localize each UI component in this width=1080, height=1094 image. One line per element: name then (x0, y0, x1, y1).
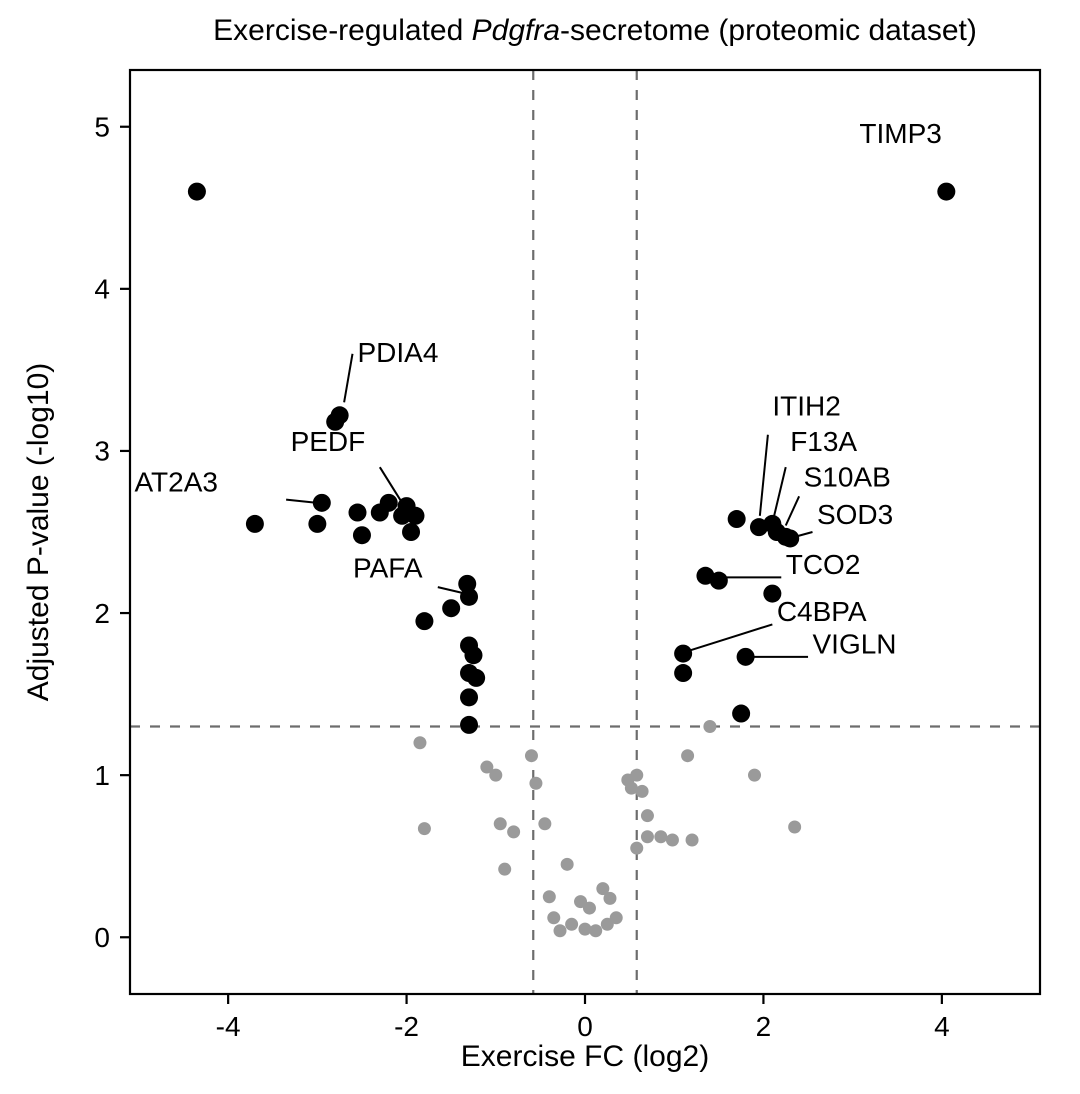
nonsig-point (565, 918, 578, 931)
nonsig-point (666, 834, 679, 847)
sig-point (460, 688, 478, 706)
sig-point (460, 588, 478, 606)
sig-point (728, 510, 746, 528)
nonsig-point (748, 769, 761, 782)
y-axis-title: Adjusted P-value (-log10) (22, 363, 55, 702)
sig-point (380, 494, 398, 512)
nonsig-point (630, 842, 643, 855)
nonsig-point (413, 736, 426, 749)
nonsig-point (489, 769, 502, 782)
sig-point (188, 183, 206, 201)
nonsig-point (703, 720, 716, 733)
nonsig-point (636, 785, 649, 798)
sig-point (674, 645, 692, 663)
nonsig-point (641, 809, 654, 822)
x-tick-label: -2 (394, 1011, 419, 1042)
plot-background (0, 0, 1080, 1094)
nonsig-point (686, 834, 699, 847)
y-tick-label: 5 (94, 112, 110, 143)
y-tick-label: 0 (94, 922, 110, 953)
nonsig-point (589, 924, 602, 937)
sig-point (402, 523, 420, 541)
x-tick-label: 0 (577, 1011, 593, 1042)
nonsig-point (681, 749, 694, 762)
point-label: AT2A3 (134, 466, 218, 497)
nonsig-point (554, 924, 567, 937)
sig-point (467, 669, 485, 687)
nonsig-point (561, 858, 574, 871)
nonsig-point (529, 777, 542, 790)
sig-point (464, 646, 482, 664)
point-label: F13A (790, 426, 857, 457)
nonsig-point (494, 817, 507, 830)
point-label: PEDF (291, 426, 366, 457)
nonsig-point (610, 911, 623, 924)
nonsig-point (630, 769, 643, 782)
nonsig-point (583, 902, 596, 915)
x-tick-label: -4 (216, 1011, 241, 1042)
nonsig-point (525, 749, 538, 762)
chart-container: Exercise-regulated Pdgfra-secretome (pro… (0, 0, 1080, 1094)
point-label: SOD3 (817, 499, 893, 530)
point-label: S10AB (804, 462, 891, 493)
point-label: ITIH2 (772, 390, 840, 421)
y-tick-label: 1 (94, 760, 110, 791)
sig-point (737, 648, 755, 666)
point-label: TIMP3 (859, 118, 941, 149)
sig-point (937, 183, 955, 201)
x-axis-title: Exercise FC (log2) (461, 1040, 709, 1073)
sig-point (246, 515, 264, 533)
y-tick-label: 4 (94, 274, 110, 305)
nonsig-point (603, 892, 616, 905)
nonsig-point (788, 821, 801, 834)
nonsig-point (543, 890, 556, 903)
point-label: TCO2 (786, 549, 861, 580)
chart-title: Exercise-regulated Pdgfra-secretome (pro… (213, 14, 977, 47)
point-label: PDIA4 (358, 337, 439, 368)
nonsig-point (507, 825, 520, 838)
sig-point (353, 526, 371, 544)
point-label: C4BPA (777, 596, 867, 627)
sig-point (415, 612, 433, 630)
nonsig-point (654, 830, 667, 843)
sig-point (674, 664, 692, 682)
nonsig-point (498, 863, 511, 876)
nonsig-point (418, 822, 431, 835)
sig-point (442, 599, 460, 617)
sig-point (710, 572, 728, 590)
nonsig-point (641, 830, 654, 843)
sig-point (406, 507, 424, 525)
x-tick-label: 2 (756, 1011, 772, 1042)
sig-point (308, 515, 326, 533)
sig-point (732, 705, 750, 723)
nonsig-point (538, 817, 551, 830)
y-tick-label: 3 (94, 436, 110, 467)
y-tick-label: 2 (94, 598, 110, 629)
point-label: VIGLN (813, 629, 897, 660)
x-tick-label: 4 (934, 1011, 950, 1042)
sig-point (781, 529, 799, 547)
sig-point (349, 504, 367, 522)
sig-point (460, 716, 478, 734)
volcano-plot-svg: Exercise-regulated Pdgfra-secretome (pro… (0, 0, 1080, 1094)
nonsig-point (547, 911, 560, 924)
point-label: PAFA (353, 552, 423, 583)
